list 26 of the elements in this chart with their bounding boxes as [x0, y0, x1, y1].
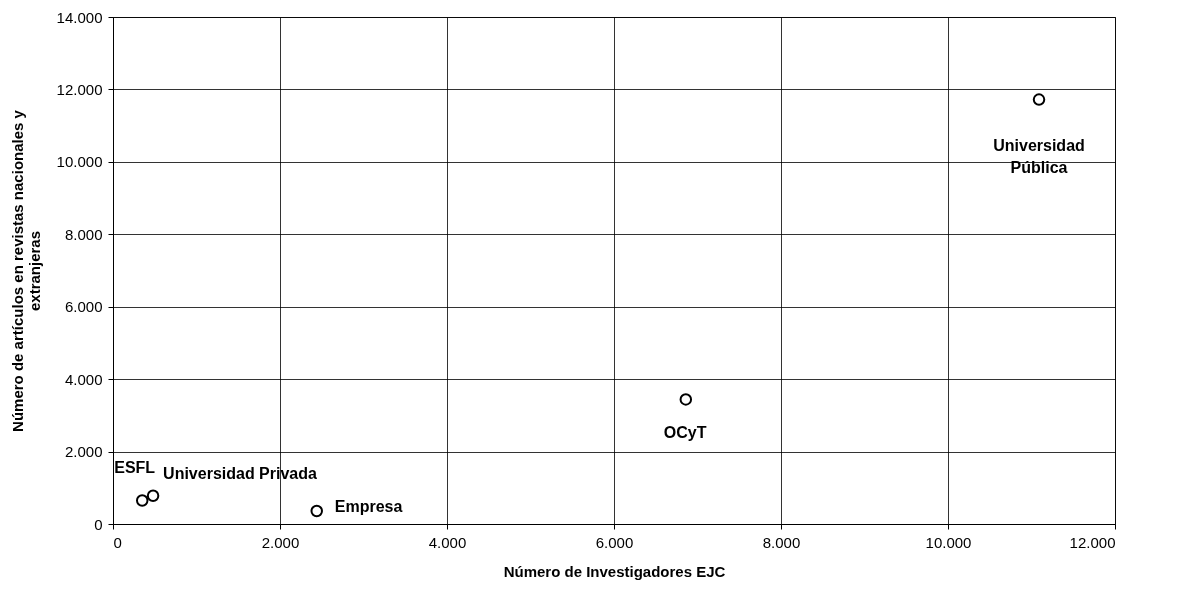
x-tick-label: 12.000	[1069, 533, 1116, 551]
point	[135, 494, 149, 507]
y-tick-label: 8.000	[64, 225, 103, 243]
x-tick-label: 10.000	[925, 533, 972, 551]
x-axis-title: Número de Investigadores EJC	[503, 562, 726, 580]
x-tick-label: 4.000	[428, 533, 467, 551]
point	[1032, 93, 1046, 106]
y-axis-title: Número de artículos en revistas nacionales y extranjeras	[8, 109, 43, 432]
x-tick-label: 8.000	[762, 533, 801, 551]
annotation: ESFL	[114, 459, 156, 477]
point	[310, 504, 323, 518]
y-tick-label: 4.000	[64, 370, 103, 388]
y-tick-label: 6.000	[64, 298, 103, 316]
annotation: OCyT	[663, 424, 707, 442]
y-tick-label: 2.000	[64, 443, 103, 461]
annotation: Empresa	[334, 497, 403, 515]
point	[679, 393, 693, 406]
point	[146, 489, 160, 502]
y-tick-label: 14.000	[56, 8, 103, 26]
x-tick-label: 6.000	[595, 533, 634, 551]
y-tick-label: 12.000	[56, 80, 103, 98]
x-tick-label: 0	[113, 533, 122, 551]
x-tick-label: 2.000	[261, 533, 300, 551]
y-tick-label: 10.000	[56, 153, 103, 171]
annotation: Universidad Pública	[993, 136, 1085, 176]
y-tick-label: 0	[94, 515, 103, 533]
